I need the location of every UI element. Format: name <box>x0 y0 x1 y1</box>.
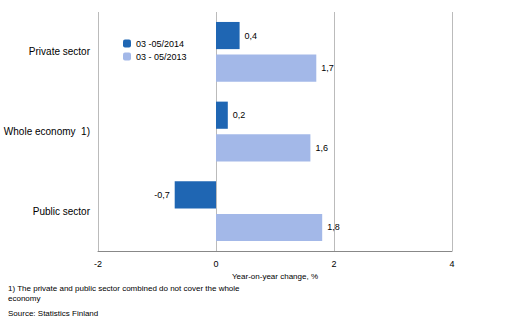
svg-text:-2: -2 <box>94 259 102 269</box>
svg-text:1,7: 1,7 <box>321 63 334 73</box>
svg-text:Whole economy 1): Whole economy 1) <box>4 126 90 137</box>
svg-text:0,4: 0,4 <box>245 31 258 41</box>
svg-text:0,2: 0,2 <box>233 110 246 120</box>
svg-text:Private sector: Private sector <box>29 46 91 57</box>
svg-text:Public sector: Public sector <box>33 206 91 217</box>
svg-text:Source: Statistics Finland: Source: Statistics Finland <box>8 309 98 318</box>
svg-text:Year-on-year change, %: Year-on-year change, % <box>232 272 318 281</box>
svg-text:economy: economy <box>8 294 40 303</box>
svg-text:0: 0 <box>213 259 218 269</box>
svg-text:-0,7: -0,7 <box>154 190 170 200</box>
svg-text:2: 2 <box>331 259 336 269</box>
svg-text:4: 4 <box>449 259 454 269</box>
svg-text:03 - 05/2013: 03 - 05/2013 <box>136 52 187 62</box>
svg-text:1) The private and public sect: 1) The private and public sector combine… <box>8 284 242 293</box>
svg-text:03 -05/2014: 03 -05/2014 <box>136 39 184 49</box>
svg-text:1,6: 1,6 <box>315 143 328 153</box>
svg-text:1,8: 1,8 <box>327 222 340 232</box>
